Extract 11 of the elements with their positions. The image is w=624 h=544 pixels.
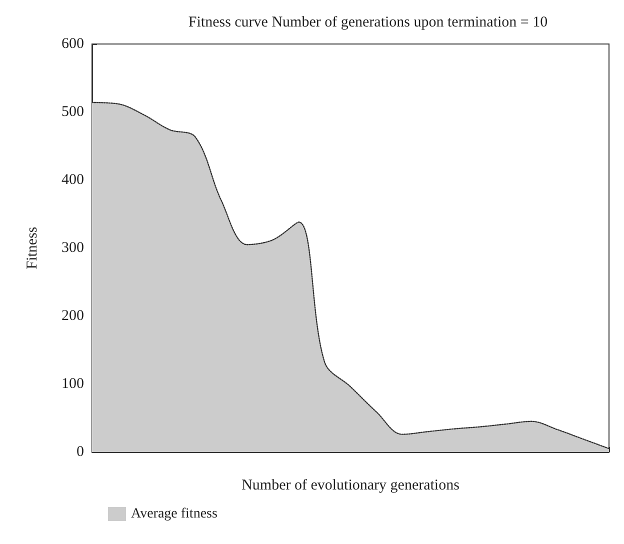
y-tick-label: 100 — [62, 376, 84, 392]
y-axis-title: Fitness — [24, 226, 40, 270]
y-tick-label: 300 — [62, 240, 84, 256]
legend-label: Average fitness — [131, 506, 218, 522]
x-axis-title: Number of evolutionary generations — [242, 478, 460, 494]
chart-title: Fitness curve Number of generations upon termination = 10 — [188, 14, 548, 30]
y-tick-label: 500 — [62, 104, 84, 120]
y-tick-label: 600 — [62, 36, 84, 52]
y-tick-label: 400 — [62, 172, 84, 188]
y-tick-label: 200 — [62, 308, 84, 324]
y-tick-label: 0 — [76, 444, 84, 460]
